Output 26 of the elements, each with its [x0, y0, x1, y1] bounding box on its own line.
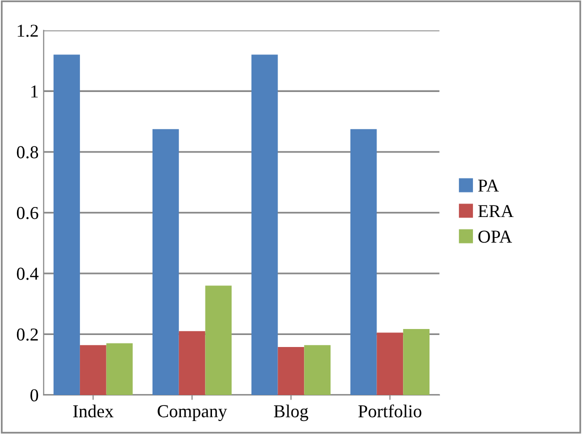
x-tick-label: Blog [274, 404, 308, 422]
y-tick-label: 1.2 [18, 24, 38, 37]
y-tick-label: 0 [30, 389, 38, 402]
bar [178, 331, 206, 395]
bar [205, 286, 232, 395]
x-tick-label: Index [73, 404, 114, 418]
bar [403, 329, 430, 395]
bar [80, 345, 106, 395]
y-tick-label: 0.2 [16, 328, 38, 341]
bar [251, 54, 278, 395]
bar [54, 54, 80, 395]
legend-label: ERA [478, 205, 514, 218]
x-tick-label: Company [158, 405, 228, 422]
x-tick-label: Portfolio [358, 404, 422, 418]
y-tick-label: 0.8 [16, 146, 38, 158]
bar [278, 346, 304, 395]
bar [106, 343, 133, 395]
legend-label: PA [478, 180, 499, 192]
legend-label: OPA [478, 230, 512, 243]
bar [376, 332, 404, 395]
bar [152, 129, 179, 395]
bar [304, 345, 331, 395]
bar [350, 129, 377, 395]
y-tick-label: 1 [31, 85, 38, 98]
y-tick-label: 0.6 [16, 206, 38, 220]
y-tick-label: 0.4 [16, 268, 39, 280]
